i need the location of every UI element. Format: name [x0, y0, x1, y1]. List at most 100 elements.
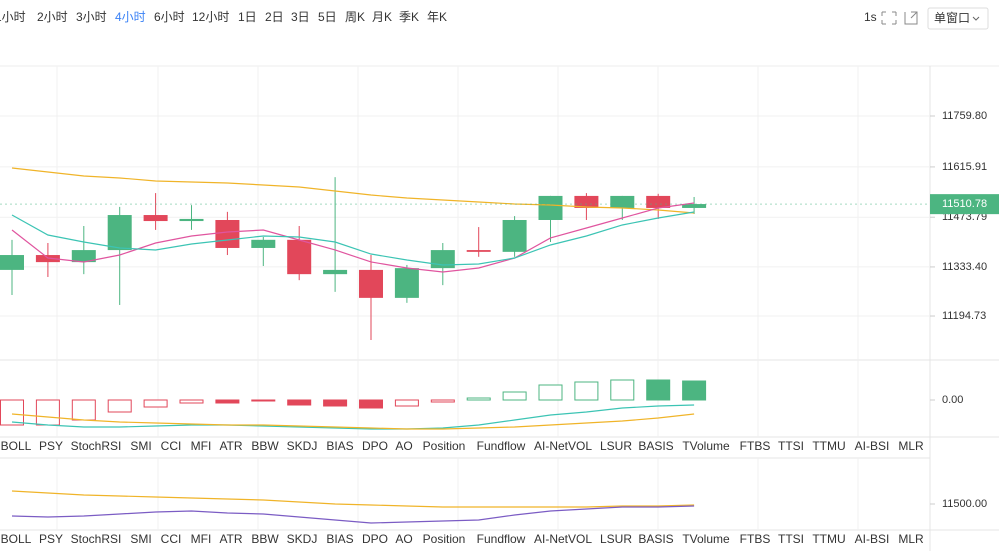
- indicator-tab[interactable]: SMI: [130, 439, 151, 453]
- candle-body: [251, 239, 276, 248]
- indicator-tab[interactable]: ATR: [219, 439, 242, 453]
- interval-button[interactable]: 3小时: [76, 10, 107, 24]
- indicator-tab[interactable]: StochRSI: [71, 439, 122, 453]
- refresh-rate[interactable]: 1s: [864, 10, 877, 24]
- indicator-tab[interactable]: AO: [395, 532, 412, 546]
- indicator-tab[interactable]: AI-BSI: [855, 439, 890, 453]
- indicator-tab[interactable]: MLR: [898, 532, 924, 546]
- indicator-tab[interactable]: Fundflow: [477, 439, 526, 453]
- indicator-tab[interactable]: TVolume: [682, 532, 730, 546]
- interval-button[interactable]: 2日: [265, 10, 284, 24]
- indicator-tab[interactable]: DPO: [362, 532, 388, 546]
- indicator-tab[interactable]: CCI: [161, 439, 182, 453]
- indicator-tab[interactable]: MFI: [191, 532, 212, 546]
- candle-body: [646, 195, 671, 208]
- indicator-tab[interactable]: PSY: [39, 439, 63, 453]
- indicator-tab[interactable]: Position: [423, 439, 466, 453]
- candle-body: [502, 219, 527, 252]
- interval-button[interactable]: 6小时: [154, 10, 185, 24]
- indicator-tab[interactable]: AO: [395, 439, 412, 453]
- interval-button[interactable]: 月K: [372, 10, 392, 24]
- indicator-tab[interactable]: BOLL: [1, 439, 32, 453]
- interval-button[interactable]: 1小时: [0, 10, 26, 24]
- interval-button[interactable]: 12小时: [192, 10, 229, 24]
- indicator-tab[interactable]: StochRSI: [71, 532, 122, 546]
- histogram-bar: [0, 399, 24, 426]
- interval-button[interactable]: 季K: [399, 10, 419, 24]
- indicator-tab[interactable]: LSUR: [600, 532, 632, 546]
- histogram-bar: [430, 399, 455, 403]
- histogram-bar: [646, 379, 671, 401]
- candle-body: [0, 255, 24, 270]
- indicator-tab[interactable]: Position: [423, 532, 466, 546]
- indicator-tab[interactable]: PSY: [39, 532, 63, 546]
- indicator-tab[interactable]: BOLL: [1, 532, 32, 546]
- indicator-tab[interactable]: FTBS: [740, 532, 771, 546]
- indicator-tab[interactable]: AI-BSI: [855, 532, 890, 546]
- candle-body: [215, 219, 240, 248]
- candle-body: [574, 195, 599, 208]
- indicator-tab[interactable]: BIAS: [326, 532, 353, 546]
- indicator-tab[interactable]: BIAS: [326, 439, 353, 453]
- y-tick-label: 11194.73: [942, 310, 986, 322]
- histogram-bar: [682, 380, 707, 401]
- popout-icon[interactable]: [904, 11, 918, 25]
- fullscreen-icon[interactable]: [881, 11, 897, 25]
- indicator-tab[interactable]: TTSI: [778, 532, 804, 546]
- candle-body: [359, 269, 383, 298]
- indicator-tab[interactable]: FTBS: [740, 439, 771, 453]
- indicator-tab[interactable]: SKDJ: [287, 439, 318, 453]
- indicator-tab[interactable]: TTSI: [778, 439, 804, 453]
- candle-body: [466, 250, 491, 252]
- interval-button[interactable]: 2小时: [37, 10, 68, 24]
- indicator-line: [11, 404, 695, 430]
- indicator-tab[interactable]: MLR: [898, 439, 924, 453]
- indicator-tab[interactable]: MFI: [191, 439, 212, 453]
- interval-button[interactable]: 3日: [291, 10, 310, 24]
- histogram-bar: [179, 399, 204, 404]
- indicator-tab[interactable]: TTMU: [812, 532, 845, 546]
- indicator-tab[interactable]: TVolume: [682, 439, 730, 453]
- histogram-bar: [35, 399, 60, 426]
- window-mode-dropdown[interactable]: [927, 7, 989, 30]
- interval-button[interactable]: 4小时: [115, 10, 146, 24]
- histogram-bar: [538, 384, 563, 401]
- indicator-tab[interactable]: SMI: [130, 532, 151, 546]
- indicator-tab[interactable]: BASIS: [638, 439, 673, 453]
- histogram-bar: [359, 399, 383, 409]
- candle-body: [610, 195, 635, 208]
- indicator-tab[interactable]: LSUR: [600, 439, 632, 453]
- histogram-bar: [143, 399, 168, 408]
- last-price-label: 11510.78: [942, 198, 987, 210]
- histogram-bar: [394, 399, 419, 407]
- last-price-tag: [930, 194, 999, 215]
- interval-button[interactable]: 5日: [318, 10, 337, 24]
- indicator-tab[interactable]: TTMU: [812, 439, 845, 453]
- histogram-bar: [574, 381, 599, 401]
- indicator-line: [11, 202, 695, 273]
- indicator-tab[interactable]: DPO: [362, 439, 388, 453]
- indicator-tab[interactable]: BBW: [251, 532, 279, 546]
- indicator-tab[interactable]: BASIS: [638, 532, 673, 546]
- interval-button[interactable]: 1日: [238, 10, 257, 24]
- histogram-bar: [287, 399, 312, 406]
- window-mode[interactable]: 单窗口: [934, 11, 970, 25]
- indicator-tab[interactable]: CCI: [161, 532, 182, 546]
- indicator-tab[interactable]: ATR: [219, 532, 242, 546]
- indicator-tab[interactable]: SKDJ: [287, 532, 318, 546]
- indicator-tab[interactable]: AI-NetVOL: [534, 439, 592, 453]
- candle-body: [287, 239, 312, 275]
- histogram-bar: [251, 399, 276, 402]
- indicator-tab[interactable]: AI-NetVOL: [534, 532, 592, 546]
- y-tick-label: 11473.79: [942, 211, 987, 223]
- indicator-tab[interactable]: Fundflow: [477, 532, 526, 546]
- indicator-tab[interactable]: BBW: [251, 439, 279, 453]
- interval-button[interactable]: 年K: [427, 10, 447, 24]
- interval-button[interactable]: 周K: [345, 10, 365, 24]
- histogram-bar: [215, 399, 240, 404]
- histogram-bar: [502, 391, 527, 401]
- candle-body: [71, 250, 96, 263]
- candle-body: [682, 204, 707, 208]
